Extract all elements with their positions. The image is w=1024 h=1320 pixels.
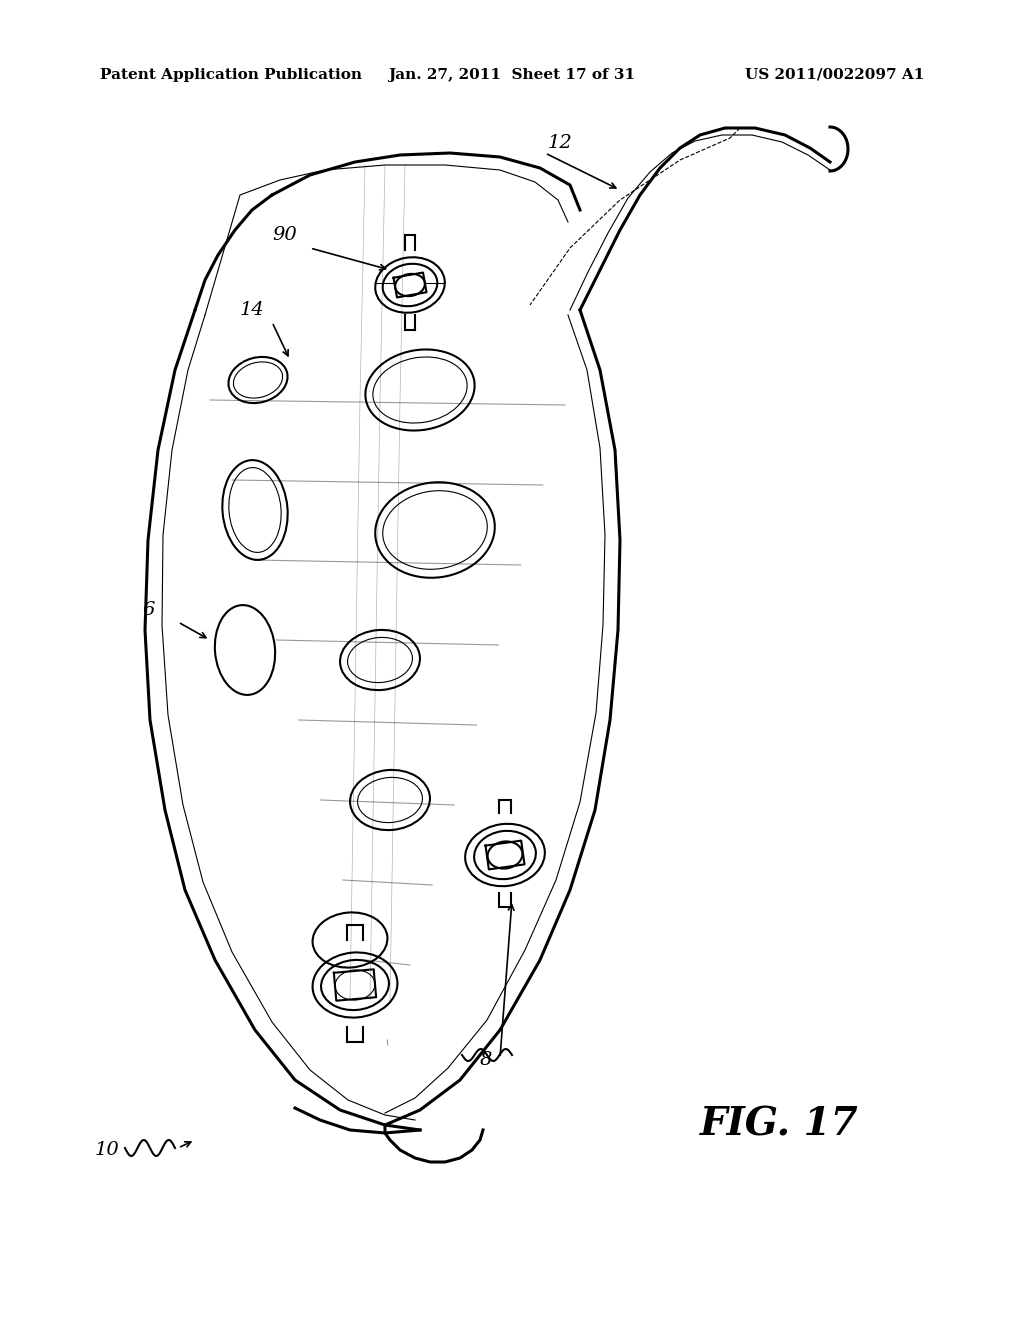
Text: 6: 6 <box>142 601 155 619</box>
Text: US 2011/0022097 A1: US 2011/0022097 A1 <box>744 69 924 82</box>
Text: 90: 90 <box>272 226 297 244</box>
Text: 10: 10 <box>95 1140 120 1159</box>
Text: Jan. 27, 2011  Sheet 17 of 31: Jan. 27, 2011 Sheet 17 of 31 <box>388 69 636 82</box>
Text: FIG. 17: FIG. 17 <box>700 1105 859 1143</box>
Text: 14: 14 <box>240 301 265 319</box>
Text: Patent Application Publication: Patent Application Publication <box>100 69 362 82</box>
Text: 12: 12 <box>548 135 572 152</box>
Text: 8: 8 <box>480 1051 493 1069</box>
